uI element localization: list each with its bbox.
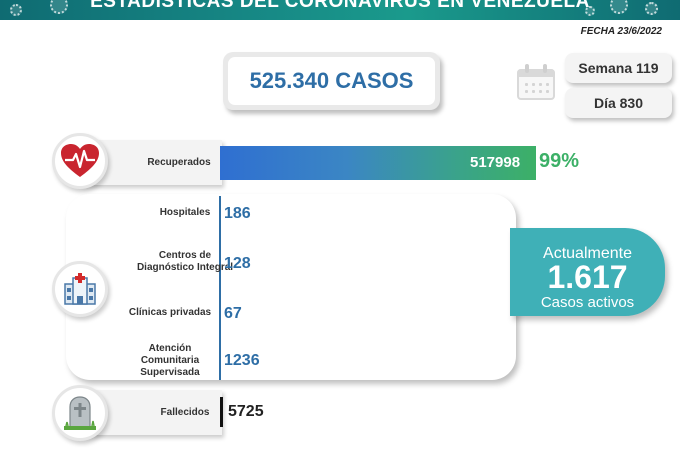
active-value: 1.617 xyxy=(547,259,628,295)
week-badge: Semana 119 xyxy=(565,53,672,83)
community-value: 1236 xyxy=(224,352,260,369)
virus-icon xyxy=(610,0,628,14)
active-cases-card: Actualmente 1.617 Casos activos xyxy=(510,228,665,316)
total-cases-value: 525.340 CASOS xyxy=(228,57,435,105)
virus-icon xyxy=(585,6,595,16)
community-label-line: Atención xyxy=(148,343,192,354)
heart-pulse-icon xyxy=(52,133,108,189)
hospitals-value: 186 xyxy=(224,205,251,222)
deaths-value: 5725 xyxy=(228,403,264,420)
active-footer: Casos activos xyxy=(540,294,635,311)
header-banner: ESTADÍSTICAS DEL CORONAVIRUS EN VENEZUEL… xyxy=(0,0,680,20)
deaths-bar xyxy=(220,397,223,427)
hospital-icon xyxy=(52,261,108,317)
health-centers-panel xyxy=(66,194,516,380)
cdi-label-line: Centros de xyxy=(158,250,212,261)
tombstone-icon xyxy=(52,385,108,441)
active-heading: Actualmente xyxy=(543,245,632,262)
calendar-icon xyxy=(517,64,555,100)
clinics-value: 67 xyxy=(224,305,242,322)
recovered-percent: 99% xyxy=(539,150,580,172)
cdi-label-line: Diagnóstico Integral xyxy=(136,262,234,273)
recovered-label: Recuperados xyxy=(147,157,211,168)
recovered-value: 517998 xyxy=(470,154,521,171)
cdi-label: Centros de Diagnóstico Integral xyxy=(120,250,250,274)
page-title: ESTADÍSTICAS DEL CORONAVIRUS EN VENEZUEL… xyxy=(90,0,590,12)
virus-icon xyxy=(50,0,68,14)
report-date: FECHA 23/6/2022 xyxy=(580,26,662,37)
day-badge: Día 830 xyxy=(565,88,672,118)
community-label: Atención Comunitaria Supervisada xyxy=(130,343,210,379)
community-label-line: Supervisada xyxy=(140,367,200,378)
community-label-line: Comunitaria xyxy=(140,355,200,366)
virus-icon xyxy=(645,2,658,15)
health-centers-divider xyxy=(219,196,221,380)
total-cases-card: 525.340 CASOS xyxy=(223,52,440,110)
virus-icon xyxy=(10,4,22,16)
clinics-label: Clínicas privadas xyxy=(128,307,212,318)
cdi-value: 128 xyxy=(224,255,251,272)
deaths-label: Fallecidos xyxy=(160,407,210,418)
hospitals-label: Hospitales xyxy=(159,207,211,218)
recovered-bar xyxy=(220,146,536,180)
